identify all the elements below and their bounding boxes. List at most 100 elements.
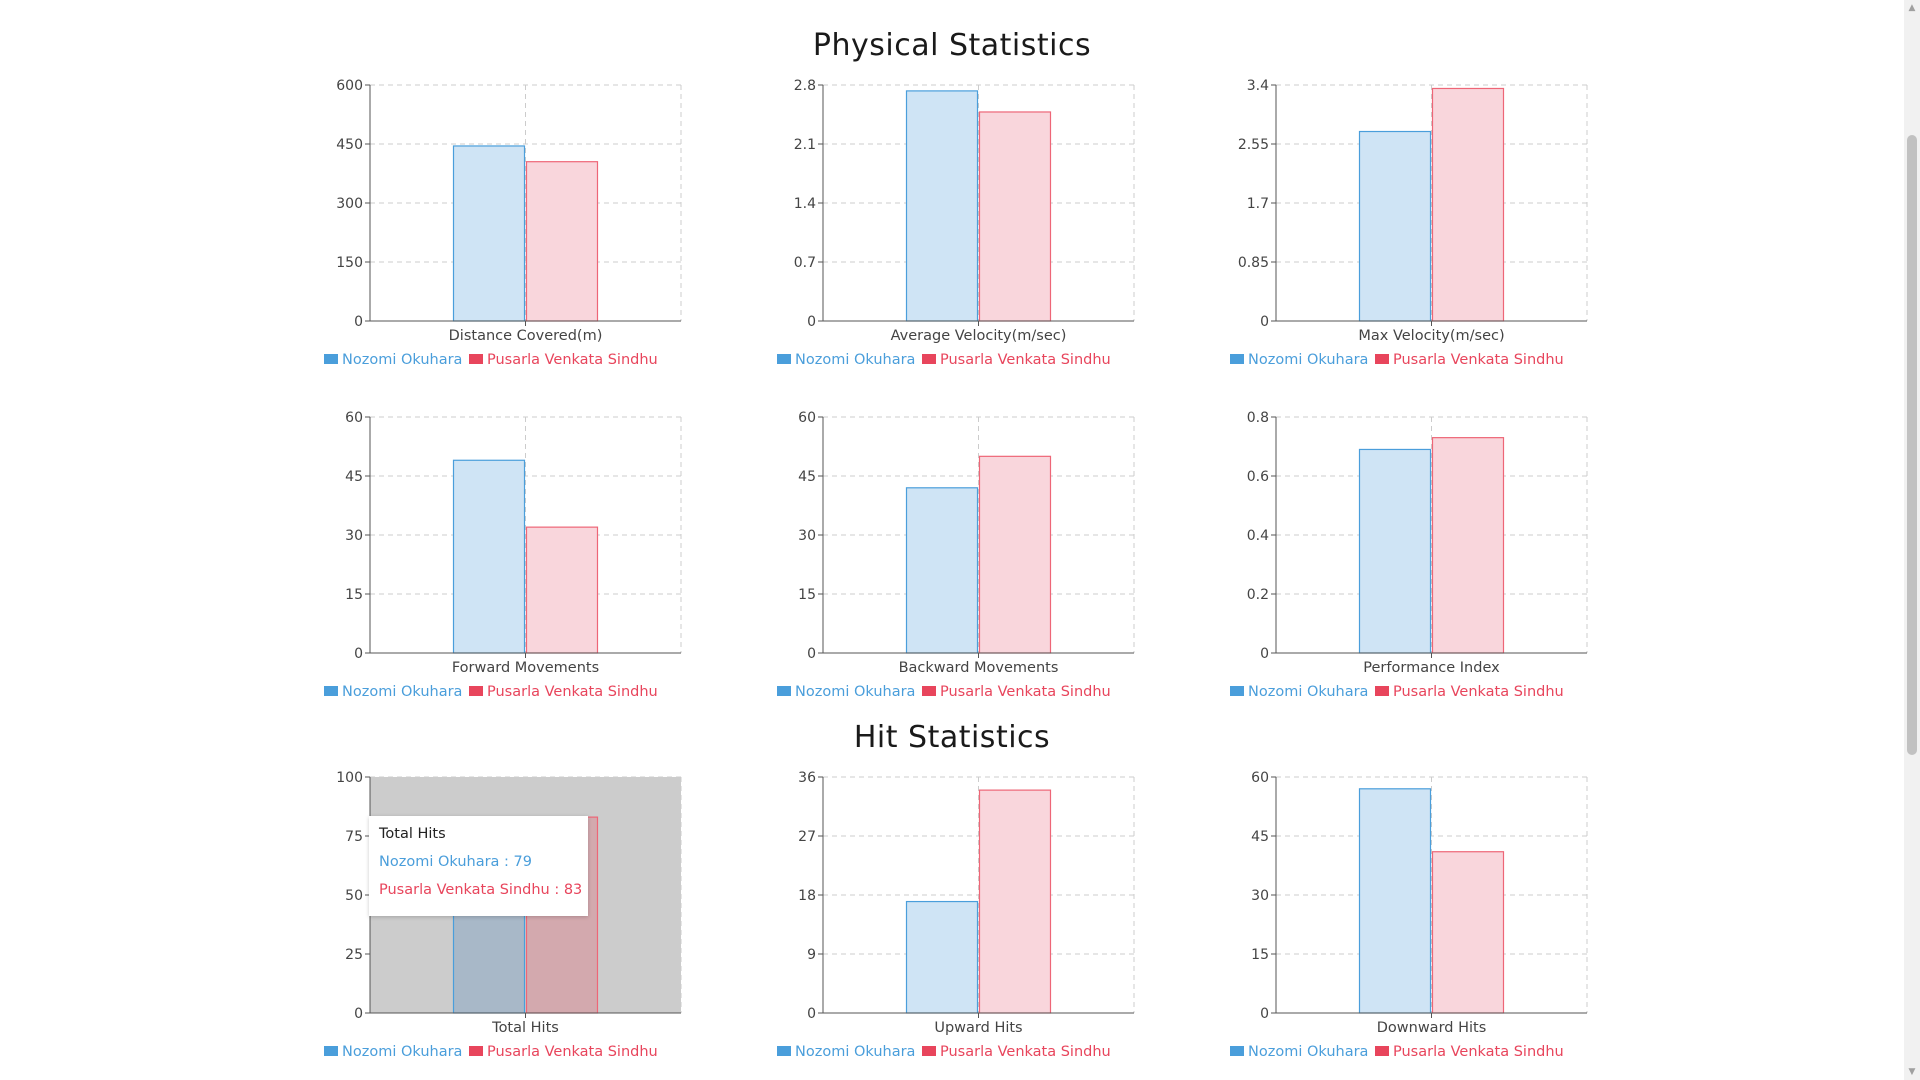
y-tick-label: 0.6 (1247, 469, 1269, 485)
y-tick-label: 100 (336, 770, 363, 786)
x-axis-label: Forward Movements (452, 660, 599, 676)
y-tick-label: 30 (1251, 888, 1269, 904)
tooltip-line-series2: Pusarla Venkata Sindhu : 83 (379, 882, 583, 898)
y-tick-label: 60 (1251, 770, 1269, 786)
legend-swatch-series2[interactable] (922, 686, 936, 696)
legend-label-series1[interactable]: Nozomi Okuhara (342, 684, 462, 700)
scroll-up-arrow-icon[interactable]: ▲ (1908, 3, 1916, 13)
legend-swatch-series1[interactable] (1230, 354, 1244, 364)
bar-chart-5[interactable]: 0 15 30 45 60 Backward Movements Nozomi Okuhar… (763, 397, 1183, 717)
tooltip-line-series1: Nozomi Okuhara : 79 (379, 854, 532, 870)
y-tick-label: 36 (798, 770, 816, 786)
y-tick-label: 1.7 (1247, 196, 1269, 212)
y-tick-label: 30 (345, 528, 363, 544)
legend-swatch-series1[interactable] (1230, 686, 1244, 696)
bar-chart-8[interactable]: 0 9 18 27 36 Upward Hits Nozomi Okuhara Pusarla… (763, 757, 1183, 1077)
x-axis-label: Backward Movements (899, 660, 1059, 676)
bar-chart-1[interactable]: 0 150 300 450 600 Distance Covered(m) Nozomi O… (310, 65, 730, 385)
bar-series-1[interactable] (905, 900, 979, 1014)
y-tick-label: 45 (345, 469, 363, 485)
y-tick-label: 0.85 (1238, 255, 1269, 271)
bar-chart-3[interactable]: 0 0.85 1.7 2.55 3.4 Max Velocity(m/sec) Nozomi… (1216, 65, 1636, 385)
hit-statistics-title: Hit Statistics (853, 720, 1051, 755)
y-tick-label: 0 (807, 314, 816, 330)
x-axis-label: Total Hits (491, 1020, 559, 1036)
legend-label-series1[interactable]: Nozomi Okuhara (795, 352, 915, 368)
y-tick-label: 27 (798, 829, 816, 845)
bar-series-1[interactable] (452, 145, 526, 322)
bar-series-1[interactable] (1358, 448, 1432, 654)
legend-swatch-series1[interactable] (777, 686, 791, 696)
legend-label-series2[interactable]: Pusarla Venkata Sindhu (940, 1044, 1111, 1060)
legend-label-series2[interactable]: Pusarla Venkata Sindhu (940, 684, 1111, 700)
x-axis-label: Max Velocity(m/sec) (1358, 328, 1504, 344)
legend-swatch-series1[interactable] (324, 354, 338, 364)
y-tick-label: 150 (336, 255, 363, 271)
bar-chart-7[interactable]: 0 25 50 75 100 Total Hits Nozomi Okuhara Pusarl… (310, 757, 730, 1077)
bar-series-1[interactable] (1358, 788, 1432, 1014)
legend-label-series2[interactable]: Pusarla Venkata Sindhu (940, 352, 1111, 368)
y-tick-label: 0 (354, 646, 363, 662)
legend-swatch-series2[interactable] (1375, 1046, 1389, 1056)
legend-label-series2[interactable]: Pusarla Venkata Sindhu (487, 1044, 658, 1060)
y-tick-label: 45 (798, 469, 816, 485)
y-tick-label: 0 (807, 1006, 816, 1022)
bar-chart-6[interactable]: 0 0.2 0.4 0.6 0.8 Performance Index Nozomi Oku… (1216, 397, 1636, 717)
legend-label-series1[interactable]: Nozomi Okuhara (1248, 352, 1368, 368)
legend-label-series2[interactable]: Pusarla Venkata Sindhu (487, 352, 658, 368)
x-axis-label: Downward Hits (1377, 1020, 1487, 1036)
legend-swatch-series1[interactable] (324, 686, 338, 696)
legend-swatch-series2[interactable] (922, 354, 936, 364)
bar-series-2[interactable] (978, 455, 1052, 654)
legend-label-series2[interactable]: Pusarla Venkata Sindhu (1393, 1044, 1564, 1060)
legend-swatch-series2[interactable] (469, 354, 483, 364)
legend-label-series1[interactable]: Nozomi Okuhara (342, 1044, 462, 1060)
legend-swatch-series1[interactable] (777, 354, 791, 364)
y-tick-label: 0.4 (1247, 528, 1269, 544)
y-tick-label: 0 (807, 646, 816, 662)
legend-label-series2[interactable]: Pusarla Venkata Sindhu (1393, 684, 1564, 700)
legend-swatch-series1[interactable] (1230, 1046, 1244, 1056)
x-axis-label: Performance Index (1363, 660, 1500, 676)
bar-series-2[interactable] (1431, 87, 1505, 322)
scrollbar-thumb[interactable] (1907, 135, 1917, 755)
legend-label-series1[interactable]: Nozomi Okuhara (795, 1044, 915, 1060)
bar-series-1[interactable] (452, 459, 526, 654)
y-tick-label: 9 (807, 947, 816, 963)
bar-chart-9[interactable]: 0 15 30 45 60 Downward Hits Nozomi Okuhara Pusa… (1216, 757, 1636, 1077)
legend-swatch-series2[interactable] (469, 686, 483, 696)
y-tick-label: 25 (345, 947, 363, 963)
y-tick-label: 45 (1251, 829, 1269, 845)
bar-series-2[interactable] (1431, 851, 1505, 1014)
legend-label-series2[interactable]: Pusarla Venkata Sindhu (1393, 352, 1564, 368)
bar-series-1[interactable] (1358, 130, 1432, 322)
legend-swatch-series1[interactable] (777, 1046, 791, 1056)
bar-series-2[interactable] (525, 161, 599, 322)
y-tick-label: 0 (1260, 314, 1269, 330)
legend-label-series1[interactable]: Nozomi Okuhara (795, 684, 915, 700)
legend-label-series2[interactable]: Pusarla Venkata Sindhu (487, 684, 658, 700)
bar-series-2[interactable] (978, 789, 1052, 1014)
legend-swatch-series2[interactable] (922, 1046, 936, 1056)
legend-label-series1[interactable]: Nozomi Okuhara (342, 352, 462, 368)
legend-label-series1[interactable]: Nozomi Okuhara (1248, 1044, 1368, 1060)
y-tick-label: 15 (798, 587, 816, 603)
y-tick-label: 450 (336, 137, 363, 153)
scroll-down-arrow-icon[interactable]: ▼ (1908, 1067, 1916, 1077)
y-tick-label: 3.4 (1247, 78, 1269, 94)
legend-swatch-series2[interactable] (1375, 354, 1389, 364)
legend-swatch-series2[interactable] (1375, 686, 1389, 696)
bar-series-2[interactable] (1431, 437, 1505, 654)
tooltip-title: Total Hits (379, 826, 446, 842)
bar-chart-4[interactable]: 0 15 30 45 60 Forward Movements Nozomi Okuhara… (310, 397, 730, 717)
y-tick-label: 60 (798, 410, 816, 426)
bar-series-1[interactable] (905, 487, 979, 654)
y-tick-label: 2.1 (794, 137, 816, 153)
bar-chart-2[interactable]: 0 0.7 1.4 2.1 2.8 Average Velocity(m/sec) Nozo… (763, 65, 1183, 385)
bar-series-2[interactable] (978, 111, 1052, 322)
bar-series-1[interactable] (905, 90, 979, 322)
legend-label-series1[interactable]: Nozomi Okuhara (1248, 684, 1368, 700)
bar-series-2[interactable] (525, 526, 599, 654)
legend-swatch-series2[interactable] (469, 1046, 483, 1056)
legend-swatch-series1[interactable] (324, 1046, 338, 1056)
